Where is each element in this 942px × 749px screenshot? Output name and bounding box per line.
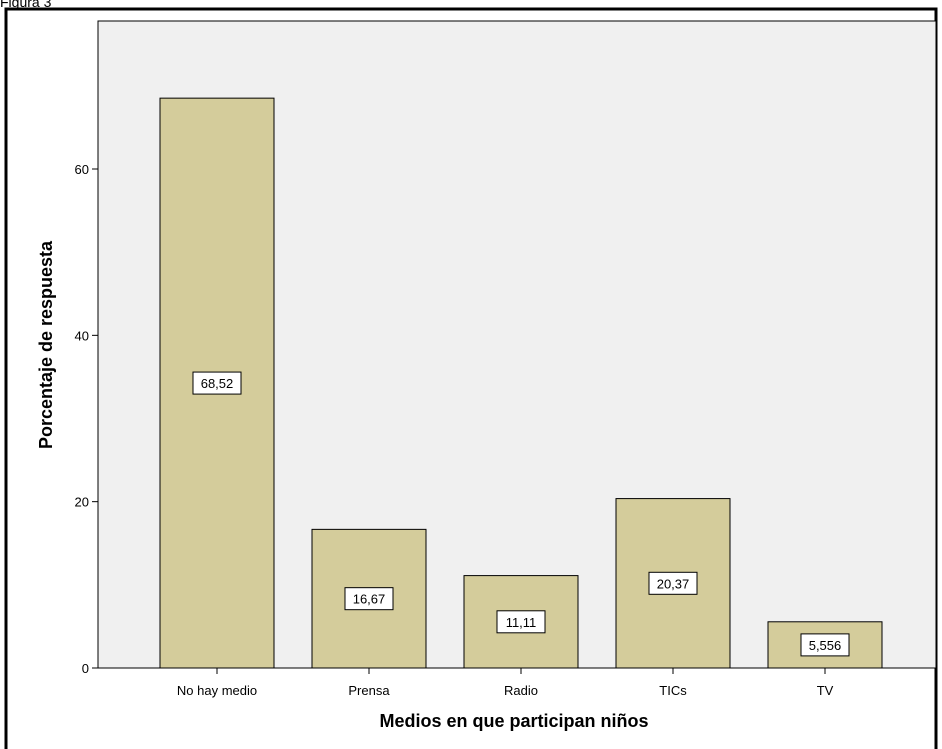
value-label-2: 11,11 bbox=[506, 615, 537, 630]
x-tick-label-2: Radio bbox=[504, 683, 538, 698]
x-tick-label-1: Prensa bbox=[348, 683, 390, 698]
x-axis-title: Medios en que participan niños bbox=[379, 711, 648, 731]
value-label-box-4 bbox=[800, 633, 850, 657]
x-tick-label-4: TV bbox=[817, 683, 834, 698]
figure-caption: Figura 3 bbox=[0, 0, 52, 10]
y-axis: 0 20 40 60 bbox=[75, 162, 98, 676]
value-label-4: 5,556 bbox=[809, 638, 842, 653]
value-label-box-0 bbox=[192, 371, 242, 395]
value-label-1: 16,67 bbox=[353, 592, 386, 607]
y-tick-label-3: 60 bbox=[75, 162, 89, 177]
y-tick-label-2: 40 bbox=[75, 328, 89, 343]
x-axis: No hay medio Prensa Radio TICs TV bbox=[177, 668, 834, 698]
x-tick-label-3: TICs bbox=[659, 683, 687, 698]
y-tick-label-1: 20 bbox=[75, 495, 89, 510]
value-label-0: 68,52 bbox=[201, 376, 234, 391]
x-tick-label-0: No hay medio bbox=[177, 683, 257, 698]
value-label-box-2 bbox=[496, 610, 546, 634]
value-label-box-3 bbox=[648, 571, 698, 595]
value-label-3: 20,37 bbox=[657, 576, 690, 591]
bars-group: 68,52 16,67 11,11 20,37 5,556 bbox=[159, 97, 883, 669]
y-axis-title: Porcentaje de respuesta bbox=[36, 240, 56, 449]
value-label-box-1 bbox=[344, 587, 394, 611]
y-tick-label-0: 0 bbox=[82, 661, 89, 676]
